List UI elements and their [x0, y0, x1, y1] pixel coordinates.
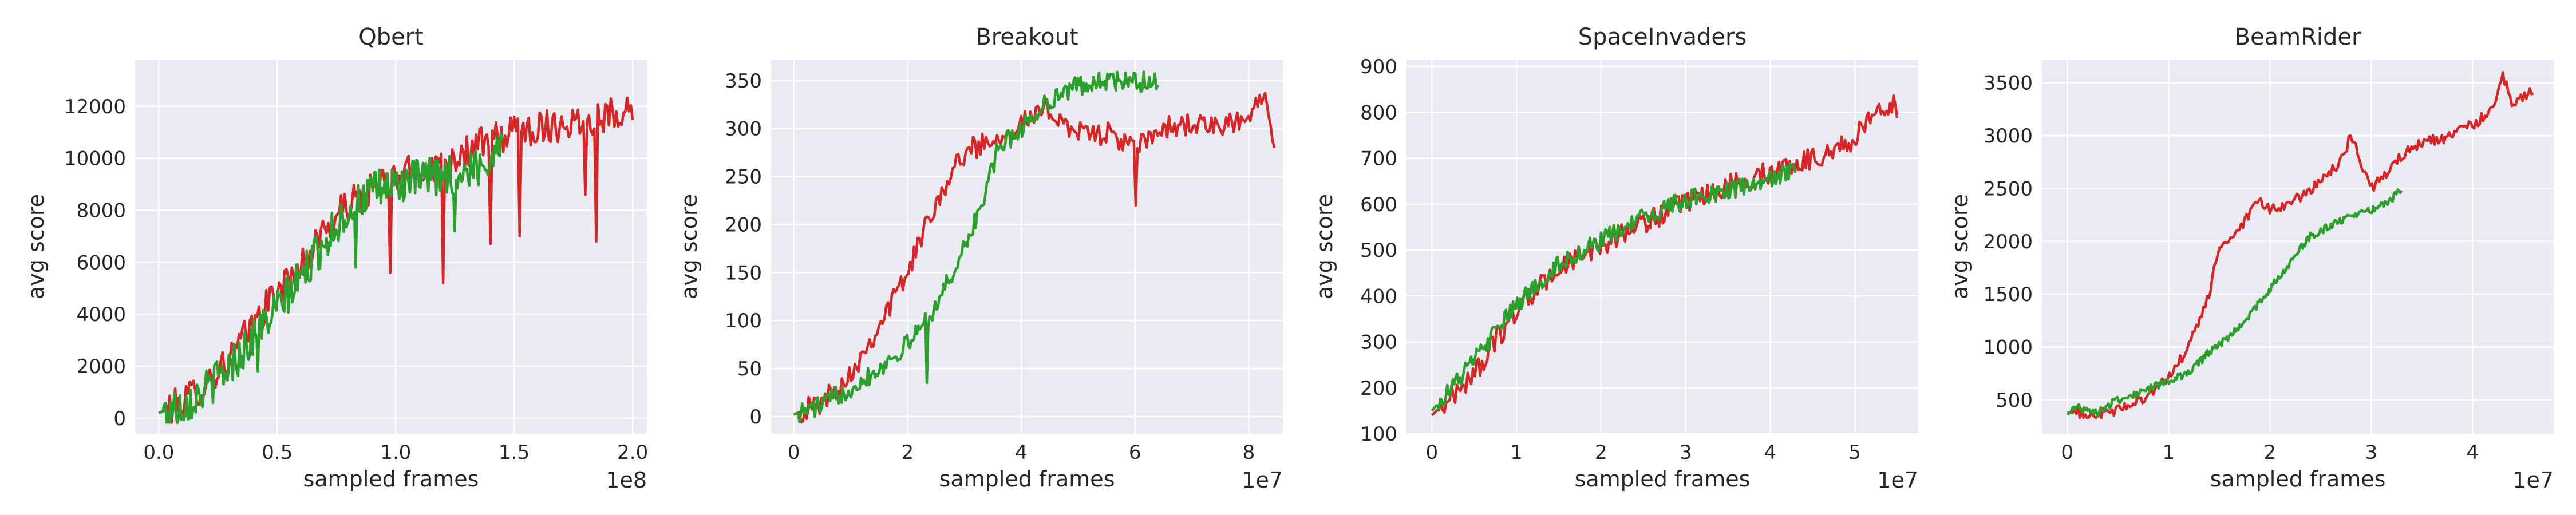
y-tick-label: 10000 [64, 148, 126, 171]
x-offset-label: 1e8 [606, 468, 647, 493]
y-tick-label: 200 [725, 213, 762, 236]
chart-panel-1: 0 2 4 6 8 0 50 100 150 200 250 300 350 Breakout sample… [677, 24, 1283, 493]
y-tick-label: 0 [113, 407, 126, 430]
x-offset-label: 1e7 [1877, 468, 1918, 493]
y-tick-label: 250 [725, 166, 762, 189]
chart-title: BeamRider [2235, 24, 2361, 50]
x-tick-label: 2 [902, 441, 914, 464]
series-line-red [2067, 71, 2534, 419]
y-tick-label: 300 [725, 118, 762, 141]
x-tick-label: 4 [2467, 441, 2479, 464]
chart-panel-3: 0 1 2 3 4 500 1000 1500 2000 2500 3000 3500 BeamRide… [1947, 24, 2554, 493]
x-tick-label: 4 [1015, 441, 1028, 464]
x-tick-label: 3 [1680, 441, 1692, 464]
y-tick-label: 150 [725, 262, 762, 284]
y-tick-label: 900 [1360, 56, 1397, 78]
x-tick-label: 5 [1848, 441, 1861, 464]
series-line-red [793, 91, 1276, 424]
x-axis-label: sampled frames [2210, 466, 2386, 492]
chart-panel-0: 0.0 0.5 1.0 1.5 2.0 0 2000 4000 6000 8000 10000 120… [23, 24, 648, 493]
chart-title: Qbert [358, 24, 424, 50]
x-offset-label: 1e7 [2512, 468, 2554, 493]
y-tick-label: 800 [1360, 101, 1397, 124]
x-tick-label: 1.5 [499, 441, 530, 464]
y-tick-label: 2000 [1983, 231, 2033, 253]
x-tick-label: 8 [1243, 441, 1255, 464]
x-tick-label: 6 [1129, 441, 1141, 464]
x-tick-label: 2 [2263, 441, 2276, 464]
x-tick-label: 1.0 [380, 441, 411, 464]
y-axis-label: avg score [1947, 194, 1973, 299]
y-tick-label: 6000 [76, 251, 126, 274]
x-axis-label: sampled frames [939, 466, 1115, 492]
x-tick-label: 0 [1426, 441, 1439, 464]
chart-title: SpaceInvaders [1578, 24, 1747, 50]
series-line-green [793, 70, 1159, 423]
x-axis-label: sampled frames [1575, 466, 1751, 492]
y-tick-label: 100 [1360, 423, 1397, 446]
y-tick-label: 600 [1360, 193, 1397, 216]
y-tick-label: 8000 [76, 199, 126, 222]
series-line-green [2066, 188, 2403, 418]
x-tick-label: 3 [2365, 441, 2378, 464]
x-tick-label: 4 [1764, 441, 1777, 464]
y-axis-label: avg score [1312, 194, 1337, 299]
plot-area [2042, 60, 2554, 434]
x-tick-label: 0 [788, 441, 800, 464]
y-axis-label: avg score [23, 194, 49, 299]
y-tick-label: 100 [725, 310, 762, 332]
x-tick-label: 0.0 [143, 441, 174, 464]
x-tick-label: 2.0 [617, 441, 648, 464]
plot-area [1406, 60, 1918, 434]
series-line-green [158, 132, 504, 425]
x-tick-label: 0.5 [262, 441, 293, 464]
y-tick-label: 350 [725, 70, 762, 93]
chart-panel-2: 0 1 2 3 4 5 100 200 300 400 500 600 700 800 900 SpaceIn… [1312, 24, 1918, 493]
y-tick-label: 3000 [1983, 125, 2033, 148]
series-line-green [1431, 162, 1797, 412]
y-tick-label: 400 [1360, 285, 1397, 308]
y-tick-label: 0 [749, 406, 762, 429]
chart-title: Breakout [975, 24, 1078, 50]
x-offset-label: 1e7 [1242, 468, 1283, 493]
x-tick-label: 1 [2162, 441, 2175, 464]
y-tick-label: 12000 [64, 96, 126, 118]
y-tick-label: 1500 [1983, 283, 2033, 306]
y-tick-label: 3500 [1983, 72, 2033, 95]
y-axis-label: avg score [677, 194, 702, 299]
y-tick-label: 2500 [1983, 177, 2033, 200]
y-tick-label: 50 [737, 358, 762, 381]
y-tick-label: 4000 [76, 303, 126, 326]
x-tick-label: 2 [1595, 441, 1607, 464]
y-tick-label: 500 [1360, 239, 1397, 262]
y-tick-label: 200 [1360, 377, 1397, 400]
y-tick-label: 2000 [76, 355, 126, 378]
y-tick-label: 500 [1996, 389, 2033, 412]
x-tick-label: 1 [1510, 441, 1523, 464]
x-axis-label: sampled frames [303, 466, 479, 492]
y-tick-label: 300 [1360, 331, 1397, 354]
y-tick-label: 700 [1360, 148, 1397, 171]
y-tick-label: 1000 [1983, 336, 2033, 359]
x-tick-label: 0 [2061, 441, 2073, 464]
